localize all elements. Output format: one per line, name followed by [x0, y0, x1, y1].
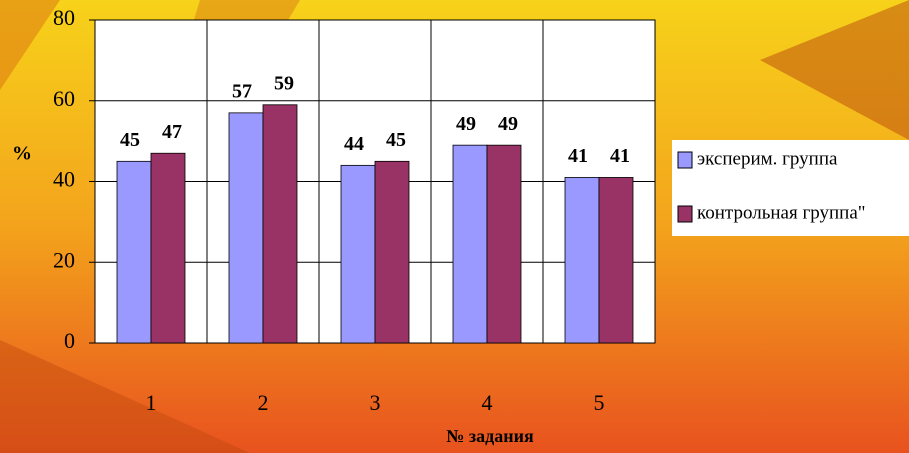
- data-label: 45: [120, 129, 140, 151]
- bar: [150, 152, 186, 344]
- data-label: 49: [456, 113, 476, 135]
- bar: [598, 177, 634, 344]
- bar: [486, 144, 522, 344]
- data-label: 41: [610, 145, 630, 167]
- decor: [0, 0, 60, 90]
- bar: [374, 160, 410, 344]
- y-tick-label: 60: [53, 86, 75, 111]
- x-axis-title: № задания: [446, 426, 534, 446]
- data-label: 59: [274, 72, 294, 94]
- decor: [760, 0, 909, 140]
- y-axis-title: %: [12, 143, 32, 165]
- bar: [564, 177, 600, 344]
- x-tick-label: 5: [594, 390, 605, 415]
- decor: [0, 340, 250, 453]
- data-label: 41: [568, 145, 588, 167]
- legend-swatch: [677, 151, 693, 169]
- data-label: 44: [344, 133, 364, 155]
- bar: [452, 144, 488, 344]
- bar: [116, 160, 152, 344]
- bar: [228, 112, 264, 344]
- x-tick-label: 4: [482, 390, 493, 415]
- legend-label: контрольная группа": [697, 202, 866, 223]
- y-tick-label: 80: [53, 5, 75, 30]
- data-label: 47: [162, 121, 182, 143]
- x-tick-label: 3: [370, 390, 381, 415]
- bar: [262, 104, 298, 344]
- y-tick-label: 0: [64, 328, 75, 353]
- legend-label: эксперим. группа: [697, 148, 838, 169]
- legend: [672, 140, 909, 236]
- bar: [340, 164, 376, 344]
- x-tick-label: 1: [146, 390, 157, 415]
- legend-swatch: [677, 205, 693, 223]
- x-tick-label: 2: [258, 390, 269, 415]
- data-label: 49: [498, 113, 518, 135]
- data-label: 45: [386, 129, 406, 151]
- y-tick-label: 40: [53, 167, 75, 192]
- y-tick-label: 20: [53, 247, 75, 272]
- data-label: 57: [232, 80, 252, 102]
